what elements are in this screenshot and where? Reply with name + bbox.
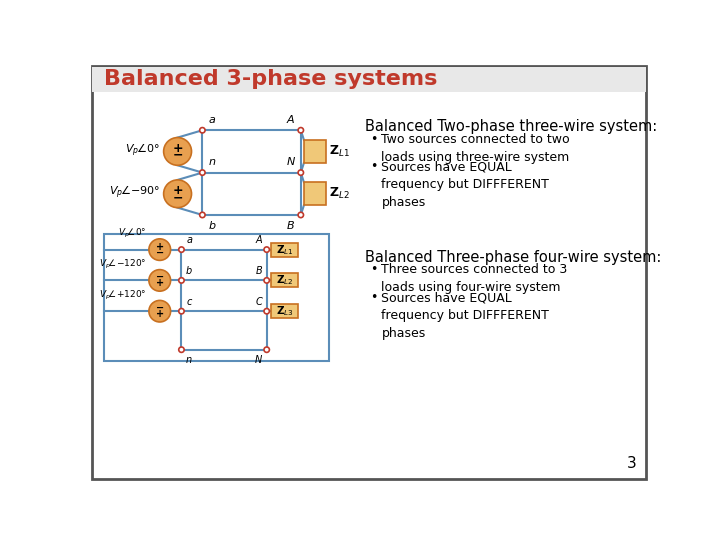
Text: N: N: [287, 157, 294, 167]
Text: Sources have EQUAL
frequency but DIFFFERENT
phases: Sources have EQUAL frequency but DIFFFER…: [382, 160, 549, 210]
Circle shape: [298, 170, 304, 176]
Text: Balanced 3-phase systems: Balanced 3-phase systems: [104, 69, 437, 89]
Text: n: n: [186, 355, 192, 365]
Circle shape: [199, 170, 205, 176]
Text: $V_p\!\angle{-120°}$: $V_p\!\angle{-120°}$: [99, 258, 147, 271]
Text: $V_p\!\angle 0°$: $V_p\!\angle 0°$: [118, 227, 147, 240]
FancyBboxPatch shape: [271, 273, 299, 287]
FancyBboxPatch shape: [271, 242, 299, 256]
FancyBboxPatch shape: [104, 234, 329, 361]
Text: •: •: [371, 291, 378, 304]
Text: B: B: [256, 266, 262, 276]
Text: $V_p\!\angle{-90°}$: $V_p\!\angle{-90°}$: [109, 184, 160, 201]
Text: a: a: [209, 115, 215, 125]
Text: +: +: [173, 142, 184, 155]
Text: 3: 3: [626, 456, 636, 471]
FancyBboxPatch shape: [91, 66, 647, 479]
Text: +: +: [156, 309, 165, 319]
Text: A: A: [256, 235, 262, 245]
Text: B: B: [287, 221, 294, 231]
Circle shape: [179, 278, 184, 283]
Text: Two sources connected to two
loads using three-wire system: Two sources connected to two loads using…: [382, 132, 570, 164]
Text: C: C: [256, 296, 262, 307]
Text: a: a: [186, 235, 192, 245]
Text: Three sources connected to 3
loads using four-wire system: Three sources connected to 3 loads using…: [382, 264, 567, 294]
Text: −: −: [156, 248, 165, 258]
Circle shape: [179, 308, 184, 314]
Text: •: •: [371, 132, 378, 146]
Text: $V_p\!\angle 0°$: $V_p\!\angle 0°$: [125, 141, 160, 159]
Text: −: −: [156, 303, 165, 313]
Text: $\mathbf{Z}_{L1}$: $\mathbf{Z}_{L1}$: [330, 144, 350, 159]
Circle shape: [264, 247, 269, 252]
Circle shape: [264, 347, 269, 353]
Circle shape: [149, 239, 171, 260]
Text: $V_p\!\angle{+120°}$: $V_p\!\angle{+120°}$: [99, 289, 147, 302]
Text: •: •: [371, 160, 378, 173]
Circle shape: [264, 308, 269, 314]
Circle shape: [264, 278, 269, 283]
Text: +: +: [156, 279, 165, 288]
Text: Balanced Three-phase four-wire system:: Balanced Three-phase four-wire system:: [365, 249, 662, 265]
Text: $\mathbf{Z}_{L2}$: $\mathbf{Z}_{L2}$: [276, 273, 294, 287]
Circle shape: [163, 180, 192, 208]
Text: A: A: [287, 115, 294, 125]
Text: c: c: [186, 296, 192, 307]
Text: b: b: [209, 221, 216, 231]
FancyBboxPatch shape: [91, 67, 647, 92]
Circle shape: [179, 347, 184, 353]
Text: Sources have EQUAL
frequency but DIFFFERENT
phases: Sources have EQUAL frequency but DIFFFER…: [382, 291, 549, 340]
Circle shape: [179, 247, 184, 252]
Circle shape: [298, 212, 304, 218]
Circle shape: [149, 300, 171, 322]
Text: +: +: [173, 184, 184, 197]
Text: •: •: [371, 264, 378, 276]
Circle shape: [163, 138, 192, 165]
FancyBboxPatch shape: [304, 140, 325, 163]
Circle shape: [199, 127, 205, 133]
Text: $\mathbf{Z}_{L2}$: $\mathbf{Z}_{L2}$: [330, 186, 350, 201]
Text: N: N: [255, 355, 262, 365]
Circle shape: [199, 212, 205, 218]
Text: b: b: [186, 266, 192, 276]
Circle shape: [298, 127, 304, 133]
Text: −: −: [173, 149, 184, 162]
Text: −: −: [156, 272, 165, 282]
Text: +: +: [156, 241, 165, 252]
Text: $\mathbf{Z}_{L3}$: $\mathbf{Z}_{L3}$: [276, 305, 294, 318]
Text: Balanced Two-phase three-wire system:: Balanced Two-phase three-wire system:: [365, 119, 657, 134]
FancyBboxPatch shape: [271, 304, 299, 318]
Text: −: −: [173, 191, 184, 204]
Circle shape: [149, 269, 171, 291]
FancyBboxPatch shape: [304, 182, 325, 205]
Text: $\mathbf{Z}_{L1}$: $\mathbf{Z}_{L1}$: [276, 242, 294, 256]
Text: n: n: [209, 157, 215, 167]
